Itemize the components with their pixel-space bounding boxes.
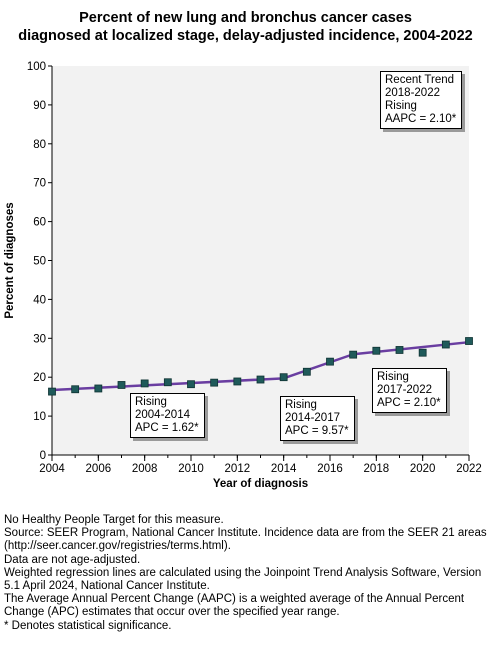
annotation-line: 2018-2022 [385, 87, 440, 99]
annotation-segment-2017-2022: Rising 2017-2022 APC = 2.10* [372, 368, 447, 413]
data-point [418, 348, 427, 357]
observed-points [48, 337, 473, 396]
x-tick-label: 2020 [410, 463, 436, 475]
data-point [187, 380, 195, 389]
annotation-line: Recent Trend [385, 74, 455, 86]
y-tick-label: 50 [33, 256, 46, 268]
data-point [256, 375, 265, 384]
y-tick-label: 80 [33, 139, 46, 151]
annotation-line: Rising [285, 399, 317, 411]
data-point [465, 337, 473, 345]
y-tick-label: 40 [33, 294, 46, 306]
data-point [140, 379, 149, 388]
data-point [117, 381, 126, 389]
x-axis-label: Year of diagnosis [213, 478, 308, 490]
annotation-line: 2014-2017 [285, 412, 340, 424]
footnote: Data are not age-adjusted. [4, 553, 141, 566]
data-point [210, 378, 219, 387]
x-tick-label: 2008 [132, 463, 158, 475]
y-tick-label: 60 [33, 217, 46, 229]
data-point [233, 377, 242, 386]
footnotes: No Healthy People Target for this measur… [4, 514, 488, 633]
annotation-line: Rising [385, 100, 417, 112]
data-point [94, 384, 103, 393]
data-point [163, 378, 172, 387]
chart-title-line2: diagnosed at localized stage, delay-adju… [18, 28, 473, 44]
y-tick-label: 70 [33, 178, 46, 190]
data-point [71, 385, 80, 394]
x-tick-label: 2006 [86, 463, 112, 475]
y-tick-label: 20 [33, 372, 46, 384]
annotation-line: 2017-2022 [377, 384, 432, 396]
y-tick-label: 30 [33, 333, 46, 345]
data-point [326, 357, 334, 366]
annotation-line: Rising [377, 371, 409, 383]
data-point [441, 340, 450, 349]
x-tick-label: 2014 [271, 463, 297, 475]
data-point [395, 346, 404, 354]
data-point [372, 346, 381, 355]
x-tick-label: 2018 [364, 463, 390, 475]
data-point [349, 350, 358, 359]
x-tick-label: 2016 [317, 463, 343, 475]
footnote: No Healthy People Target for this measur… [4, 514, 224, 526]
annotation-line: APC = 1.62* [135, 422, 199, 434]
annotation-recent-trend: Recent Trend 2018-2022 Rising AAPC = 2.1… [380, 71, 463, 129]
trend-segment [282, 352, 355, 380]
x-tick-label: 2012 [225, 463, 251, 475]
chart-title-line1: Percent of new lung and bronchus cancer … [79, 10, 412, 26]
x-tick-label: 2022 [456, 463, 482, 475]
annotation-segment-2014-2017: Rising 2014-2017 APC = 9.57* [280, 396, 355, 441]
annotation-line: APC = 9.57* [285, 425, 349, 437]
y-tick-label: 90 [33, 100, 46, 112]
x-tick-label: 2004 [39, 463, 65, 475]
annotation-line: 2004-2014 [135, 409, 190, 421]
y-tick-label: 100 [27, 61, 46, 73]
footnote: The Average Annual Percent Change (AAPC)… [4, 593, 465, 619]
annotation-segment-2004-2014: Rising 2004-2014 APC = 1.62* [130, 393, 205, 438]
footnote: * Denotes statistical significance. [4, 619, 172, 632]
y-tick-label: 0 [40, 450, 46, 462]
annotation-line: AAPC = 2.10* [385, 113, 457, 125]
footnote: Weighted regression lines are calculated… [4, 566, 482, 593]
x-axis: 2004 2006 2008 2010 2012 2014 2016 2018 2020 2022 [39, 454, 482, 475]
annotation-line: APC = 2.10* [377, 397, 441, 409]
y-tick-label: 10 [33, 411, 46, 423]
data-point [48, 387, 56, 396]
footnote: Source: SEER Program, National Cancer In… [4, 527, 487, 553]
chart-title: Percent of new lung and bronchus cancer … [0, 9, 491, 45]
annotation-line: Rising [135, 396, 167, 408]
y-axis-label: Percent of diagnoses [4, 202, 16, 318]
data-point [279, 373, 288, 382]
data-point [302, 367, 311, 376]
y-axis: 0 10 20 30 40 50 60 70 80 90 100 [27, 61, 53, 462]
x-tick-label: 2010 [178, 463, 204, 475]
